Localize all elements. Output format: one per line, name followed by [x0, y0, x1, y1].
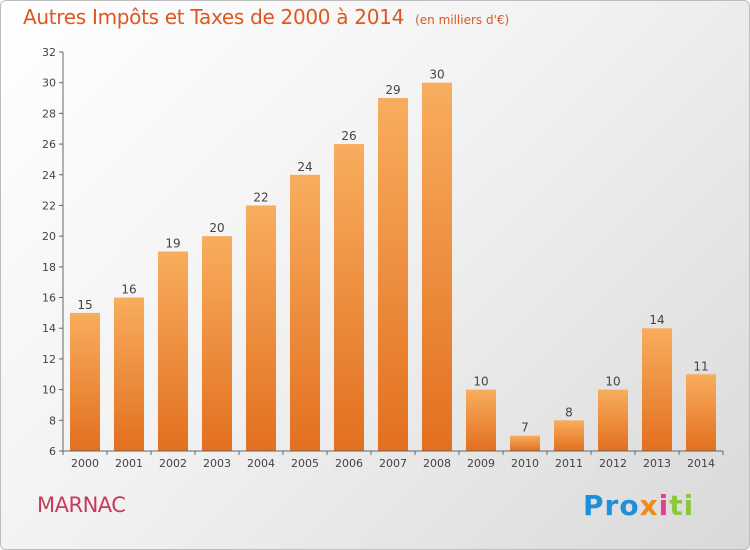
chart-title: Autres Impôts et Taxes de 2000 à 2014 (e… [23, 5, 509, 29]
bar-value-label: 14 [649, 313, 664, 327]
bar [158, 251, 188, 451]
y-tick-label: 20 [42, 230, 56, 243]
bar [378, 98, 408, 452]
bar [466, 389, 496, 451]
bar-value-label: 20 [209, 221, 224, 235]
x-axis: 2000 2001 2002 2003 2004 2005 2006 2007 2008 2009… [62, 450, 724, 470]
x-tick-label: 2012 [599, 457, 627, 470]
bar-value-label: 29 [385, 83, 400, 97]
bar-value-label: 10 [473, 375, 488, 389]
bar-value-label: 7 [521, 421, 529, 435]
x-tick-label: 2009 [467, 457, 495, 470]
x-tick-label: 2007 [379, 457, 407, 470]
bar [114, 297, 144, 451]
town-name: MARNAC [37, 493, 126, 517]
x-tick-label: 2008 [423, 457, 451, 470]
y-tick-label: 8 [49, 414, 56, 427]
y-tick-label: 16 [42, 292, 56, 305]
bar-value-label: 24 [297, 160, 312, 174]
y-tick-label: 6 [49, 445, 56, 458]
x-tick-label: 2010 [511, 457, 539, 470]
y-tick-label: 32 [42, 46, 56, 59]
bar [510, 435, 540, 451]
bar [642, 328, 672, 451]
bar-value-label: 22 [253, 190, 268, 204]
x-tick-label: 2013 [643, 457, 671, 470]
x-tick-label: 2004 [247, 457, 275, 470]
bar-value-label: 11 [693, 359, 708, 373]
bar-value-label: 10 [605, 375, 620, 389]
logo-part-4: ti [669, 489, 695, 522]
bar [686, 374, 716, 451]
chart-title-unit: (en milliers d'€) [415, 13, 510, 27]
y-tick-label: 26 [42, 138, 56, 151]
chart-title-main: Autres Impôts et Taxes de 2000 à 2014 [23, 5, 404, 29]
y-tick-label: 24 [42, 169, 56, 182]
x-tick-label: 2014 [687, 457, 715, 470]
y-tick-label: 18 [42, 261, 56, 274]
bar-value-label: 16 [121, 283, 136, 297]
x-tick-label: 2002 [159, 457, 187, 470]
bars: 15 16 19 20 22 24 26 29 30 10 7 8 10 14 11 [70, 68, 716, 452]
bar [70, 312, 100, 451]
x-tick-label: 2011 [555, 457, 583, 470]
bar-value-label: 15 [77, 298, 92, 312]
y-tick-label: 12 [42, 353, 56, 366]
y-tick-label: 10 [42, 384, 56, 397]
logo-part-2: x [639, 489, 659, 522]
bar [334, 144, 364, 452]
bar-value-label: 30 [429, 68, 444, 82]
bar [202, 236, 232, 451]
bar [246, 205, 276, 451]
logo-part-1: Pro [583, 489, 640, 522]
bar-value-label: 8 [565, 405, 573, 419]
logo-part-3: i [658, 489, 670, 522]
bar-value-label: 19 [165, 237, 180, 251]
y-axis: 6 8 10 12 14 16 18 20 22 24 26 28 30 32 [42, 46, 64, 458]
y-tick-label: 22 [42, 199, 56, 212]
proxiti-logo: Proxiti [583, 489, 694, 522]
y-tick-label: 14 [42, 322, 56, 335]
x-tick-label: 2006 [335, 457, 363, 470]
bar [290, 174, 320, 451]
x-tick-label: 2001 [115, 457, 143, 470]
bar-value-label: 26 [341, 129, 356, 143]
x-tick-label: 2003 [203, 457, 231, 470]
y-tick-label: 28 [42, 107, 56, 120]
bar [598, 389, 628, 451]
bar [554, 420, 584, 451]
y-tick-label: 30 [42, 77, 56, 90]
bar [422, 82, 452, 451]
x-tick-label: 2005 [291, 457, 319, 470]
x-tick-label: 2000 [71, 457, 99, 470]
